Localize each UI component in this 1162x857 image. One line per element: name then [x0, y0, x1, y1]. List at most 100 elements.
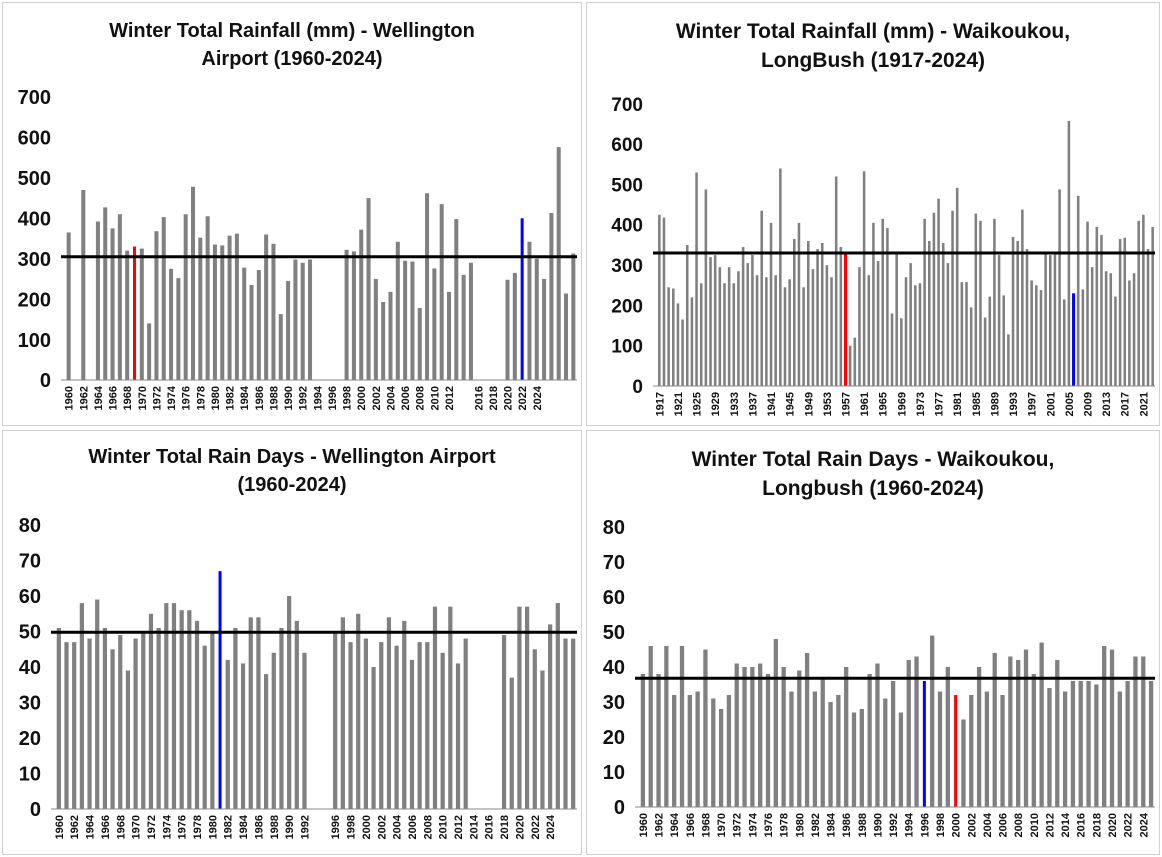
x-tick-label: 2024: [532, 385, 544, 410]
bar: [1008, 656, 1013, 807]
bar: [969, 307, 973, 386]
x-tick-label: 2020: [1107, 813, 1119, 837]
bar: [1007, 334, 1010, 386]
x-tick-label: 2016: [484, 815, 496, 839]
bar: [769, 222, 773, 386]
x-tick-label: 1968: [115, 815, 127, 839]
x-tick-label: 1986: [841, 813, 853, 837]
x-tick-label: 2020: [514, 815, 526, 839]
bar: [946, 263, 950, 386]
bar: [461, 274, 466, 380]
bar: [381, 301, 386, 380]
x-tick-label: 2024: [545, 814, 557, 839]
bar: [505, 279, 510, 380]
bar: [976, 667, 982, 807]
bar: [302, 652, 307, 809]
bar: [1016, 660, 1021, 807]
bar: [556, 147, 561, 380]
bar-highest: [922, 681, 926, 807]
bar: [117, 214, 122, 380]
x-tick-label: 2009: [1083, 392, 1095, 416]
x-tick-label: 2000: [361, 815, 373, 839]
bar: [1142, 214, 1145, 386]
x-tick-label: 1997: [1027, 392, 1039, 416]
x-tick-label: 1960: [54, 815, 66, 839]
bar: [286, 280, 291, 380]
bar: [923, 218, 926, 386]
x-tick-label: 1974: [747, 812, 759, 837]
bar: [527, 241, 532, 380]
x-tick-label: 2013: [1101, 392, 1113, 416]
bar: [1086, 221, 1089, 386]
bar: [1055, 660, 1060, 807]
bar: [64, 642, 69, 809]
bar: [699, 283, 703, 386]
bar: [672, 288, 675, 386]
x-tick-label: 1945: [785, 392, 797, 416]
bar: [820, 677, 825, 807]
y-tick-label: 0: [614, 797, 625, 819]
x-tick-label: 1921: [673, 392, 685, 416]
bar: [718, 709, 724, 807]
x-tick-label: 1960: [638, 813, 650, 837]
bar: [839, 247, 843, 386]
x-tick-label: 2022: [517, 386, 529, 410]
bar: [867, 275, 871, 386]
bar: [1118, 238, 1122, 386]
bar: [359, 229, 364, 380]
x-tick-label: 2018: [488, 386, 500, 410]
x-tick-label: 1970: [137, 386, 149, 410]
bar: [454, 219, 459, 380]
bar: [783, 287, 787, 386]
x-tick-label: 1933: [729, 392, 741, 416]
bar: [1047, 688, 1052, 807]
bar: [242, 267, 247, 380]
bar: [781, 667, 786, 807]
x-tick-label: 1974: [161, 814, 173, 839]
bar: [662, 217, 666, 386]
x-tick-label: 1972: [146, 815, 158, 839]
bar: [945, 667, 950, 807]
bar: [179, 610, 184, 809]
x-tick-label: 2004: [385, 385, 397, 410]
x-tick-label: 1961: [859, 392, 871, 416]
x-tick-label: 1962: [654, 813, 666, 837]
x-tick-label: 1998: [935, 813, 947, 837]
x-tick-label: 1976: [181, 386, 193, 410]
x-tick-label: 2010: [429, 386, 441, 410]
x-tick-label: 2017: [1120, 392, 1132, 416]
x-tick-label: 1953: [822, 392, 834, 416]
bar: [727, 267, 731, 386]
bar: [758, 663, 763, 807]
y-tick-label: 60: [19, 586, 41, 608]
bar: [249, 284, 254, 380]
bar: [66, 232, 71, 380]
x-tick-label: 1972: [151, 386, 163, 410]
bar: [937, 691, 943, 807]
bar: [509, 677, 514, 809]
bar: [1086, 681, 1091, 807]
bar: [867, 674, 872, 807]
bar: [992, 653, 997, 807]
bar: [960, 282, 964, 386]
x-tick-label: 1986: [253, 815, 265, 839]
bar: [1090, 267, 1094, 386]
bar: [741, 247, 745, 386]
x-tick-label: 2006: [400, 386, 412, 410]
bar: [187, 610, 192, 809]
bar: [439, 204, 444, 380]
bar: [883, 698, 888, 807]
bar: [148, 613, 154, 809]
bar: [1146, 249, 1150, 386]
chart-title: Winter Total Rain Days - Waikoukou, Long…: [691, 448, 1055, 501]
x-tick-label: 2004: [982, 812, 994, 837]
bar: [240, 663, 246, 809]
bar: [154, 231, 159, 380]
bar-chart-plot: 0 10 20 30 40 50 60 70 80 1960 1962 1964 1966 1968 197…: [19, 515, 577, 839]
bar: [534, 258, 539, 380]
x-tick-label: 1965: [878, 392, 890, 416]
bar: [1062, 691, 1068, 807]
bar: [789, 691, 794, 807]
x-tick-label: 1996: [330, 815, 342, 839]
bar: [300, 262, 305, 380]
